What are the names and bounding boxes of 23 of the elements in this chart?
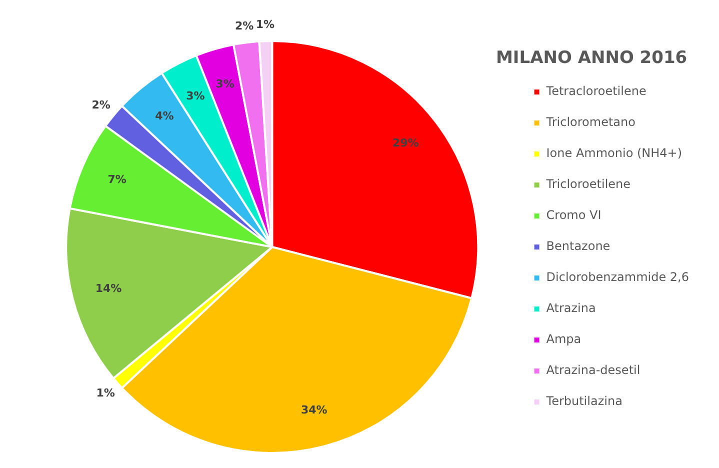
- legend-label: Cromo VI: [546, 208, 602, 222]
- data-label: 3%: [216, 78, 234, 91]
- legend-label: Tetracloroetilene: [545, 84, 646, 98]
- data-label: 2%: [234, 20, 254, 33]
- data-label: 29%: [392, 136, 419, 150]
- legend-label: Ampa: [546, 332, 582, 346]
- legend-label: Terbutilazina: [545, 394, 622, 408]
- data-label: 2%: [92, 98, 110, 112]
- legend-label: Tricloroetilene: [545, 177, 631, 192]
- text: MILANO ANNO 2016: [496, 48, 688, 68]
- legend-label: Diclorobenzammide 2,6: [546, 270, 690, 284]
- data-label: 3%: [186, 89, 205, 102]
- data-label: 1%: [256, 18, 275, 31]
- data-label: 7%: [108, 172, 126, 186]
- data-label: 14%: [95, 282, 122, 295]
- data-label: 1%: [96, 386, 115, 400]
- legend-label: Ione Ammonio (NH4+): [546, 146, 682, 160]
- legend-label: Bentazone: [546, 239, 610, 254]
- data-label: 34%: [300, 403, 328, 416]
- legend-label: Atrazina-desetil: [546, 363, 640, 378]
- data-label: 4%: [155, 110, 174, 123]
- legend-label: Triclorometano: [545, 115, 636, 130]
- legend-label: Atrazina: [546, 301, 596, 316]
